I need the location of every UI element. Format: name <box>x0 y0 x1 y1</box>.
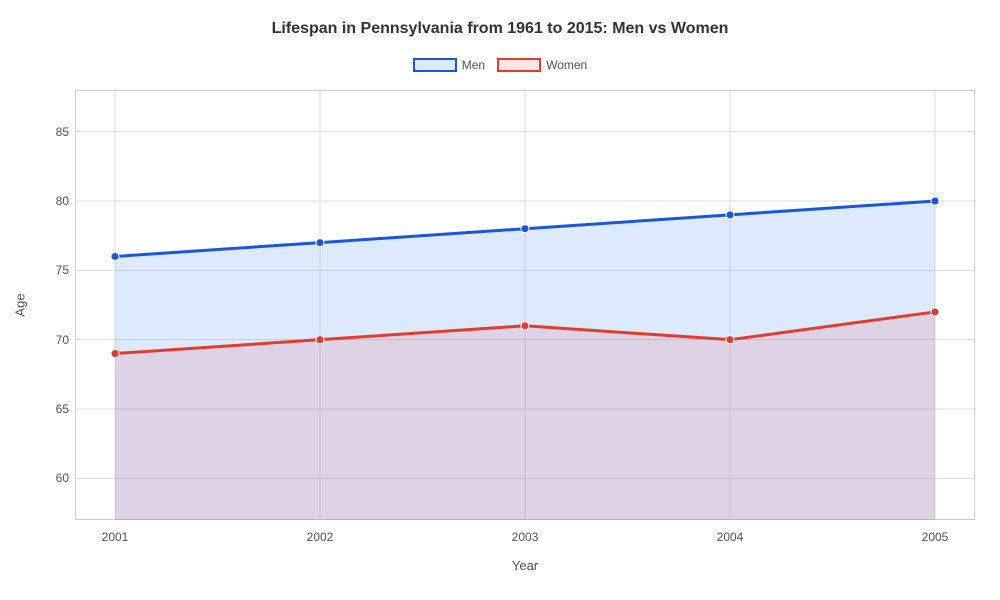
x-axis-label: Year <box>512 558 538 573</box>
x-tick-label: 2005 <box>922 530 949 544</box>
chart-container: Lifespan in Pennsylvania from 1961 to 20… <box>0 0 1000 600</box>
legend-item-men: Men <box>413 58 485 72</box>
y-tick-label: 75 <box>45 263 69 277</box>
y-tick-label: 85 <box>45 125 69 139</box>
legend-label-women: Women <box>546 58 587 72</box>
legend-swatch-men <box>413 58 457 72</box>
x-tick-label: 2004 <box>717 530 744 544</box>
y-tick-label: 65 <box>45 402 69 416</box>
plot-area <box>75 90 975 520</box>
chart-svg <box>75 90 975 520</box>
x-tick-label: 2003 <box>512 530 539 544</box>
legend: Men Women <box>0 58 1000 72</box>
y-tick-label: 80 <box>45 194 69 208</box>
legend-item-women: Women <box>497 58 587 72</box>
legend-swatch-women <box>497 58 541 72</box>
y-tick-label: 70 <box>45 333 69 347</box>
chart-title: Lifespan in Pennsylvania from 1961 to 20… <box>0 20 1000 38</box>
y-axis-label: Age <box>13 293 28 316</box>
legend-label-men: Men <box>462 58 485 72</box>
x-tick-label: 2001 <box>102 530 129 544</box>
y-tick-label: 60 <box>45 471 69 485</box>
x-tick-label: 2002 <box>307 530 334 544</box>
